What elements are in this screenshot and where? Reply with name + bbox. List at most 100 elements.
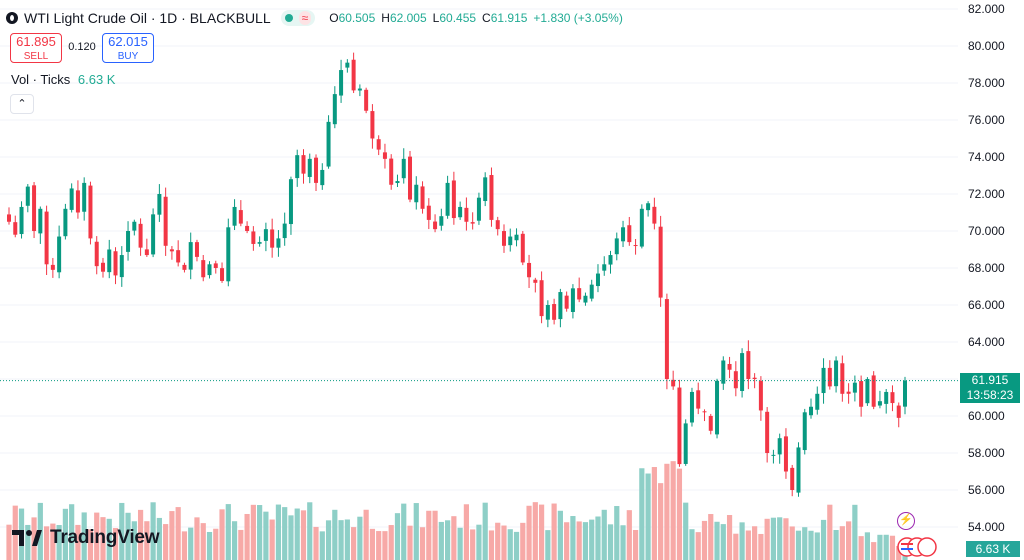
candle-body <box>896 405 901 418</box>
market-status-pill[interactable]: ≈ <box>280 10 316 26</box>
candle-body <box>564 295 569 309</box>
volume-bar <box>131 521 137 560</box>
volume-bar <box>338 520 344 560</box>
candle-body <box>765 411 770 453</box>
candle-body <box>865 379 870 404</box>
volume-bar <box>595 516 601 560</box>
volume-bar <box>808 530 814 560</box>
candle-body <box>871 375 876 407</box>
candle-body <box>570 288 575 312</box>
candle-body <box>44 211 49 265</box>
volume-bar <box>564 522 570 560</box>
volume-bar <box>363 509 369 560</box>
candle-body <box>558 292 563 320</box>
chart-grid <box>0 8 958 528</box>
volume-bar <box>676 468 683 560</box>
candle-body <box>94 241 99 267</box>
candle-body <box>138 223 143 248</box>
price-tick-label: 68.000 <box>968 261 1005 275</box>
volume-bar <box>827 504 833 560</box>
ohlc-values: O60.505 H62.005 L60.455 C61.915 +1.830 (+3.0… <box>329 11 629 25</box>
price-tick-label: 56.000 <box>968 483 1005 497</box>
volume-bar <box>457 527 463 560</box>
chevron-up-icon: ⌃ <box>17 98 27 110</box>
candle-body <box>288 179 293 225</box>
volume-bar <box>683 502 689 560</box>
volume-bar <box>551 503 557 560</box>
ohlc-value: 60.455 <box>439 11 477 25</box>
ohlc-value: 60.505 <box>338 11 376 25</box>
price-tick-label: 76.000 <box>968 113 1005 127</box>
volume-bar <box>194 517 200 560</box>
volume-bar <box>557 510 563 560</box>
price-tick-label: 58.000 <box>968 446 1005 460</box>
volume-bar <box>726 515 733 560</box>
volume-bar <box>532 502 538 560</box>
candle-body <box>715 380 720 435</box>
candle-body <box>846 391 851 394</box>
economic-events-icon[interactable] <box>896 536 940 558</box>
ohlc-value: +1.830 (+3.05%) <box>533 11 623 25</box>
volume-legend[interactable]: Vol · Ticks 6.63 K <box>11 72 115 87</box>
candle-body <box>696 390 701 409</box>
volume-bar <box>219 509 225 560</box>
volume-bar <box>369 528 376 560</box>
volume-bar <box>664 463 670 560</box>
candle-body <box>351 59 356 91</box>
candle-body <box>433 221 438 230</box>
candle-body <box>132 221 137 231</box>
candle-body <box>282 223 287 239</box>
candle-body <box>834 360 839 387</box>
volume-bar <box>620 525 626 560</box>
candle-body <box>827 367 832 387</box>
candle-body <box>439 216 444 226</box>
volume-bar <box>745 530 751 560</box>
volume-bar <box>820 519 827 560</box>
ohlc-value: 62.005 <box>389 11 427 25</box>
chart-legend-header: WTI Light Crude Oil · 1D · BLACKBULL ≈ O… <box>6 8 629 28</box>
buy-button[interactable]: 62.015 BUY <box>102 33 154 63</box>
volume-bar <box>275 504 282 560</box>
candle-body <box>50 264 55 270</box>
buy-label: BUY <box>117 51 139 62</box>
volume-bar <box>413 503 419 560</box>
candle-body <box>595 273 600 287</box>
candle-body <box>157 194 162 215</box>
volume-bar <box>651 467 657 560</box>
sell-button[interactable]: 61.895 SELL <box>10 33 62 63</box>
candle-body <box>408 156 413 200</box>
volume-bar <box>294 508 300 560</box>
volume-bar <box>639 468 645 560</box>
volume-bar <box>344 519 350 560</box>
lightning-icon[interactable]: ⚡ <box>897 512 915 530</box>
volume-bar <box>351 527 357 560</box>
candle-body <box>332 94 337 125</box>
volume-bar <box>495 522 501 560</box>
tradingview-logo[interactable]: TradingView <box>12 527 160 549</box>
candle-body <box>633 245 638 247</box>
volume-bar <box>50 523 56 560</box>
volume-bar <box>482 502 488 560</box>
candle-body <box>733 371 738 389</box>
candle-body <box>451 180 456 219</box>
volume-axis-tag: 6.63 K <box>966 541 1020 557</box>
candle-body <box>621 227 626 242</box>
candle-body <box>671 379 676 387</box>
candle-body <box>702 411 707 413</box>
candle-body <box>163 196 168 246</box>
collapse-legend-button[interactable]: ⌃ <box>10 94 34 114</box>
candle-body <box>382 152 387 159</box>
volume-bar <box>263 511 269 560</box>
symbol-title[interactable]: WTI Light Crude Oil · 1D · BLACKBULL <box>24 10 271 26</box>
volume-bar <box>488 530 495 560</box>
candle-body <box>583 295 588 303</box>
price-tick-label: 74.000 <box>968 150 1005 164</box>
volume-bar <box>288 515 294 560</box>
volume-bar <box>476 524 482 560</box>
candle-body <box>389 158 394 185</box>
volume-bar <box>896 545 902 560</box>
volume-bar <box>81 512 87 560</box>
candle-body <box>19 206 24 235</box>
volume-bar <box>144 521 150 560</box>
